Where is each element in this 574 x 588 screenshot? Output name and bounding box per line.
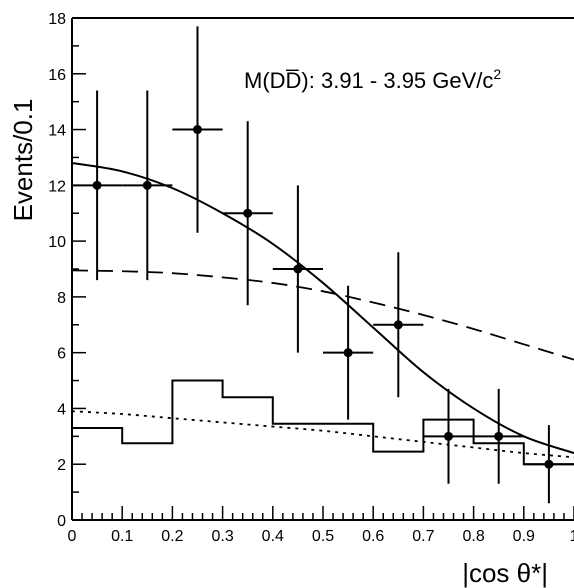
data-point	[544, 459, 554, 469]
data-point	[92, 180, 102, 190]
curve-solid	[71, 162, 574, 455]
curves-layer	[71, 162, 574, 459]
histogram-outline	[72, 379, 574, 466]
data-point	[444, 431, 453, 441]
y-tick-label: 14	[48, 123, 66, 140]
tick-labels-layer: 0 2 4 6 8 10 12 14 16 18 0 0.1 0.2 0.3 0.4 0.5 0.6 0.7 0.8…	[48, 11, 574, 545]
x-tick-label: 0.5	[312, 528, 334, 545]
data-point	[494, 431, 504, 441]
y-tick-label: 16	[48, 67, 66, 84]
x-tick-label: 0.4	[262, 528, 284, 545]
mass-range-annotation: M(DD̅): 3.91 - 3.95 GeV/c2	[244, 66, 501, 93]
x-tick-label: 0.2	[161, 528, 183, 545]
x-tick-label: 0.3	[211, 528, 233, 545]
x-axis-title: |cos θ*|	[462, 558, 548, 588]
y-tick-label: 18	[48, 11, 66, 28]
histogram-layer	[72, 379, 574, 466]
curve-dotted	[71, 410, 574, 459]
data-point	[343, 348, 353, 358]
y-tick-label: 8	[57, 290, 66, 307]
data-point	[393, 320, 403, 330]
y-tick-label: 0	[57, 513, 66, 530]
curve-dashed	[71, 269, 574, 361]
data-point	[193, 125, 202, 135]
x-tick-label: 0	[68, 528, 77, 545]
data-points-layer	[72, 26, 574, 504]
data-point	[142, 180, 152, 190]
x-tick-label: 1	[570, 528, 574, 545]
x-tick-label: 0.7	[412, 528, 434, 545]
x-tick-label: 0.8	[462, 528, 484, 545]
y-axis-title: Events/0.1	[8, 99, 38, 222]
data-point	[293, 264, 303, 274]
y-tick-label: 6	[57, 346, 66, 363]
x-tick-label: 0.6	[362, 528, 384, 545]
y-tick-label: 12	[48, 178, 66, 195]
y-tick-label: 10	[48, 234, 66, 251]
y-tick-label: 4	[57, 401, 66, 418]
data-point	[243, 208, 253, 218]
axes-layer	[71, 17, 574, 521]
x-tick-label: 0.9	[513, 528, 535, 545]
x-tick-label: 0.1	[111, 528, 133, 545]
y-tick-label: 2	[57, 457, 66, 474]
